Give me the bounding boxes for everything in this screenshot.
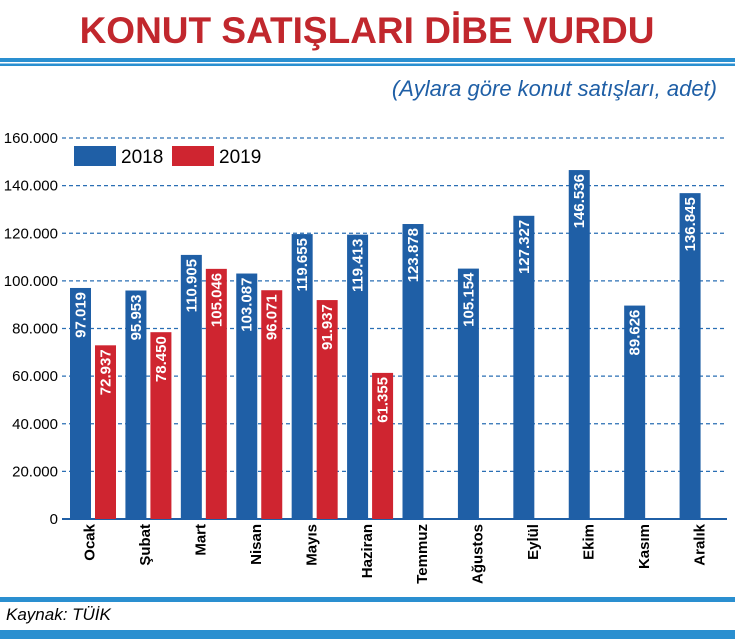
- x-tick-label: Kasım: [636, 524, 653, 569]
- bar-2019-şubat: [150, 332, 172, 519]
- data-label: 123.878: [405, 228, 422, 282]
- bar-2018-ağustos: [457, 268, 479, 519]
- legend: 2018 2019: [74, 146, 261, 168]
- x-tick-label: Ocak: [82, 523, 99, 560]
- y-tick-label: 160.000: [4, 130, 58, 147]
- bar-2019-mart: [205, 268, 227, 519]
- data-label: 110.905: [183, 259, 200, 312]
- bar-2019-ocak: [95, 345, 116, 519]
- data-label: 105.154: [460, 272, 477, 327]
- bar-2018-temmuz: [402, 224, 424, 520]
- y-tick-label: 0: [50, 511, 58, 528]
- bar-2019-nisan: [261, 290, 283, 519]
- data-label: 127.327: [516, 220, 533, 274]
- grid: [62, 137, 727, 520]
- bar-2018-ekim: [568, 170, 590, 519]
- x-tick-label: Ağustos: [470, 524, 487, 584]
- legend-label-2019: 2019: [219, 147, 261, 168]
- data-label: 61.355: [375, 377, 392, 423]
- bar-2018-mayıs: [291, 234, 313, 519]
- data-label: 119.655: [294, 238, 311, 291]
- data-label: 91.937: [319, 304, 336, 350]
- bar-2019-haziran: [372, 372, 394, 519]
- x-tick-label: Temmuz: [414, 524, 431, 584]
- data-label: 78.450: [153, 336, 170, 382]
- source-note: Kaynak: TÜİK: [6, 605, 112, 624]
- legend-swatch-2019: [172, 146, 214, 166]
- x-tick-label: Haziran: [359, 524, 376, 578]
- data-label: 146.536: [571, 174, 588, 228]
- x-tick-label: Eylül: [525, 524, 542, 560]
- y-tick-label: 80.000: [12, 321, 58, 338]
- data-label: 105.046: [208, 273, 225, 327]
- bar-2018-kasım: [624, 305, 646, 519]
- data-label: 89.626: [627, 310, 644, 356]
- x-axis-labels: Ocak Şubat Mart Nisan Mayıs Haziran Temmuz Ağus…: [82, 523, 709, 584]
- bar-2018-ocak: [70, 287, 91, 519]
- chart-title: KONUT SATIŞLARI DİBE VURDU: [80, 10, 655, 51]
- data-label: 95.953: [128, 295, 145, 341]
- x-tick-label: Ekim: [580, 524, 597, 560]
- x-tick-label: Aralık: [691, 523, 708, 565]
- y-tick-label: 40.000: [12, 416, 58, 433]
- bars: 97.019 72.937 95.953 78.450 110.905 105.046 10…: [70, 170, 701, 520]
- data-label: 97.019: [73, 292, 90, 338]
- y-tick-label: 100.000: [4, 273, 58, 290]
- bar-2018-eylül: [513, 215, 535, 519]
- bottom-band: [0, 597, 735, 602]
- chart-subtitle: (Aylara göre konut satışları, adet): [392, 76, 717, 101]
- data-label: 96.071: [264, 294, 281, 340]
- x-tick-label: Mart: [193, 524, 210, 556]
- y-tick-label: 140.000: [4, 178, 58, 195]
- data-label: 136.845: [682, 197, 699, 251]
- data-label: 103.087: [239, 278, 256, 332]
- x-tick-label: Mayıs: [303, 524, 320, 566]
- bar-2018-aralık: [679, 193, 701, 519]
- footer-band: [0, 630, 735, 639]
- x-tick-label: Şubat: [137, 524, 154, 566]
- y-tick-label: 20.000: [12, 463, 58, 480]
- legend-swatch-2018: [74, 146, 116, 166]
- bar-2019-mayıs: [316, 300, 338, 519]
- data-label: 72.937: [98, 349, 115, 395]
- legend-label-2018: 2018: [121, 147, 163, 168]
- x-tick-label: Nisan: [248, 524, 265, 565]
- bar-2018-nisan: [236, 273, 258, 519]
- bar-2018-mart: [180, 254, 202, 519]
- data-label: 119.413: [350, 239, 367, 292]
- y-tick-label: 120.000: [4, 225, 58, 242]
- top-band-gap: [0, 62, 735, 64]
- y-axis-ticks: 0 20.000 40.000 60.000 80.000 100.000 120.000 1…: [4, 130, 58, 528]
- y-tick-label: 60.000: [12, 368, 58, 385]
- bar-2018-haziran: [347, 234, 369, 519]
- bar-2018-şubat: [125, 290, 147, 519]
